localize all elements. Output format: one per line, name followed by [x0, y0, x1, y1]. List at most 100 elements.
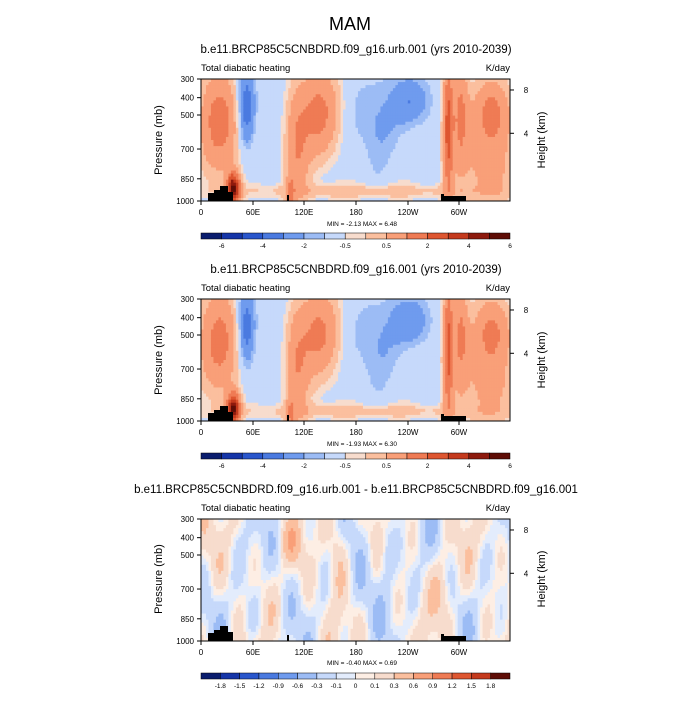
field-cell: [228, 134, 231, 137]
field-cell: [495, 180, 498, 183]
field-cell: [380, 116, 383, 119]
field-cell: [365, 183, 368, 186]
field-cell: [395, 192, 398, 195]
field-cell: [321, 174, 324, 177]
field-cell: [281, 186, 284, 189]
field-cell: [475, 110, 478, 113]
field-cell: [395, 103, 398, 106]
field-cell: [405, 155, 408, 158]
field-cell: [286, 177, 289, 180]
field-cell: [316, 134, 319, 137]
field-cell: [236, 88, 239, 91]
field-cell: [218, 97, 221, 100]
field-cell: [293, 91, 296, 94]
field-cell: [395, 125, 398, 128]
field-cell: [231, 122, 234, 125]
field-cell: [455, 174, 458, 177]
field-cell: [326, 140, 329, 143]
field-cell: [308, 103, 311, 106]
field-cell: [460, 164, 463, 167]
field-cell: [463, 155, 466, 158]
field-cell: [286, 94, 289, 97]
field-cell: [488, 180, 491, 183]
field-cell: [293, 103, 296, 106]
field-cell: [368, 143, 371, 146]
field-cell: [221, 88, 224, 91]
field-cell: [208, 110, 211, 113]
field-cell: [438, 85, 441, 88]
field-cell: [283, 82, 286, 85]
field-cell: [258, 94, 261, 97]
field-cell: [428, 85, 431, 88]
field-cell: [256, 155, 259, 158]
field-cell: [241, 116, 244, 119]
field-cell: [341, 134, 344, 137]
field-cell: [458, 122, 461, 125]
field-cell: [365, 143, 368, 146]
field-cell: [383, 149, 386, 152]
field-cell: [410, 91, 413, 94]
field-cell: [348, 79, 351, 82]
field-cell: [390, 122, 393, 125]
field-cell: [480, 155, 483, 158]
field-cell: [291, 122, 294, 125]
field-cell: [400, 137, 403, 140]
field-cell: [500, 119, 503, 122]
field-cell: [353, 167, 356, 170]
field-cell: [258, 155, 261, 158]
field-cell: [208, 82, 211, 85]
field-cell: [301, 137, 304, 140]
field-cell: [308, 164, 311, 167]
field-cell: [308, 149, 311, 152]
field-cell: [415, 143, 418, 146]
field-cell: [288, 125, 291, 128]
field-cell: [288, 128, 291, 131]
field-cell: [435, 116, 438, 119]
field-cell: [341, 88, 344, 91]
field-cell: [253, 82, 256, 85]
field-cell: [390, 152, 393, 155]
field-cell: [440, 180, 443, 183]
field-cell: [303, 167, 306, 170]
field-cell: [288, 100, 291, 103]
field-cell: [455, 116, 458, 119]
field-cell: [333, 192, 336, 195]
field-cell: [301, 131, 304, 134]
field-cell: [498, 119, 501, 122]
field-cell: [328, 189, 331, 192]
field-cell: [243, 137, 246, 140]
field-cell: [468, 195, 471, 198]
field-cell: [273, 167, 276, 170]
field-cell: [336, 82, 339, 85]
field-cell: [233, 158, 236, 161]
field-cell: [410, 152, 413, 155]
field-cell: [435, 85, 438, 88]
field-cell: [425, 174, 428, 177]
field-cell: [483, 122, 486, 125]
field-cell: [276, 94, 279, 97]
field-cell: [211, 140, 214, 143]
field-cell: [351, 146, 354, 149]
field-cell: [326, 180, 329, 183]
field-cell: [395, 164, 398, 167]
field-cell: [353, 152, 356, 155]
field-cell: [261, 180, 264, 183]
field-cell: [465, 125, 468, 128]
field-cell: [470, 171, 473, 174]
field-cell: [268, 79, 271, 82]
field-cell: [405, 171, 408, 174]
field-cell: [475, 91, 478, 94]
field-cell: [360, 164, 363, 167]
field-cell: [328, 91, 331, 94]
field-cell: [351, 82, 354, 85]
field-cell: [283, 192, 286, 195]
field-cell: [498, 183, 501, 186]
field-cell: [223, 119, 226, 122]
field-cell: [443, 82, 446, 85]
field-cell: [346, 195, 349, 198]
field-cell: [493, 122, 496, 125]
field-cell: [385, 158, 388, 161]
field-cell: [420, 88, 423, 91]
field-cell: [448, 128, 451, 131]
field-cell: [266, 180, 269, 183]
